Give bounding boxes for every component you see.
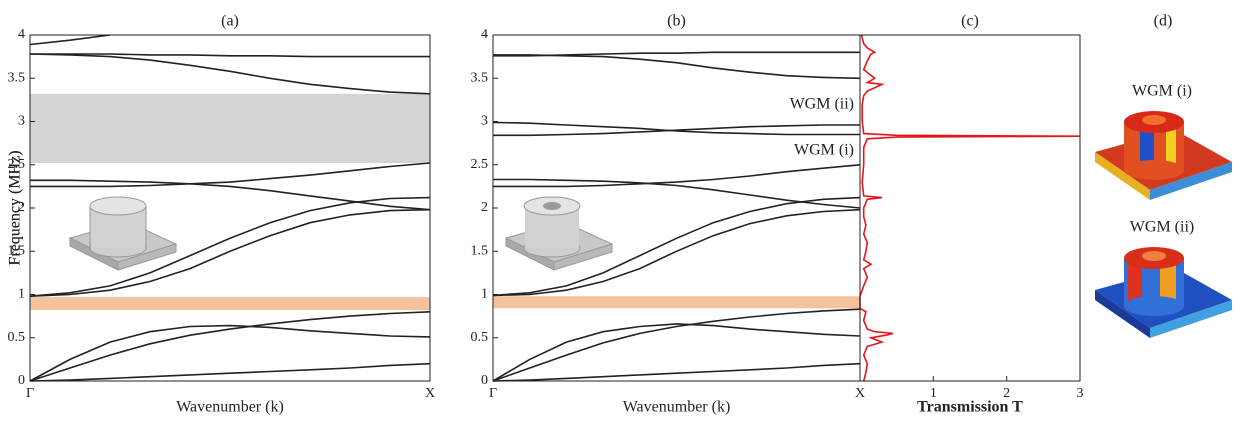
curve [30, 162, 431, 188]
y-axis-label: Frequency (MHz) [7, 150, 24, 265]
x-tick-label: X [425, 386, 435, 401]
annotation: WGM (ii) [790, 96, 854, 113]
curve [492, 323, 861, 382]
mode-shape-ii [1095, 247, 1232, 338]
y-tick-label: 2 [481, 200, 488, 215]
curve [492, 362, 861, 382]
curve [492, 121, 860, 136]
curve [29, 196, 431, 297]
x-tick-label: X [855, 386, 865, 401]
y-tick-label: 1 [18, 287, 25, 302]
curve [29, 362, 431, 382]
curve [493, 164, 861, 188]
y-tick-label: 3 [481, 114, 488, 129]
curve [493, 178, 861, 209]
y-tick-label: 1.5 [471, 243, 489, 258]
annotation: WGM (i) [794, 142, 854, 159]
band-gap [30, 93, 430, 164]
band-gap [30, 297, 430, 311]
y-tick-label: 3.5 [471, 70, 489, 85]
curve [29, 53, 431, 95]
curve [492, 308, 861, 382]
y-tick-label: 4 [481, 27, 488, 42]
mode-label: WGM (ii) [1130, 219, 1194, 236]
y-tick-label: 1 [481, 287, 488, 302]
curve [29, 311, 431, 382]
y-tick-label: 0 [481, 373, 488, 388]
curve [859, 34, 1081, 382]
mode-label: WGM (i) [1132, 83, 1192, 100]
x-tick-label: 1 [930, 386, 937, 401]
y-tick-label: 2.5 [8, 157, 26, 172]
x-axis-label: Wavenumber (k) [176, 399, 284, 416]
curve [493, 54, 861, 80]
y-tick-label: 1.5 [8, 243, 26, 258]
curve [30, 179, 431, 211]
plot-frame [859, 34, 1081, 382]
x-axis-label: Transmission T [917, 399, 1023, 416]
band-gap [493, 296, 860, 309]
x-tick-label: 3 [1077, 386, 1084, 401]
ring-inset [504, 196, 614, 271]
y-tick-label: 3.5 [8, 70, 26, 85]
x-tick-label: 2 [1003, 386, 1010, 401]
x-tick-label: Γ [26, 386, 34, 401]
x-tick-label: Γ [489, 386, 497, 401]
y-tick-label: 2.5 [471, 157, 489, 172]
curve [30, 53, 430, 58]
plots: (a) Wavenumber (k) Frequency (MHz) 0 0.5 1 1.5… [7, 13, 1084, 416]
panel-title: (b) [667, 13, 686, 30]
y-tick-label: 0.5 [8, 330, 26, 345]
panel-title: (c) [961, 13, 979, 30]
curve [492, 208, 861, 297]
mode-shape-i [1095, 111, 1232, 200]
pillar-inset [68, 196, 178, 271]
curve [29, 34, 111, 46]
y-axis-label: Frequency (MHz) [7, 150, 24, 265]
y-tick-label: 0 [18, 373, 25, 388]
y-tick-label: 2 [18, 200, 25, 215]
curve [29, 324, 431, 382]
panel-title: (d) [1154, 13, 1173, 30]
y-tick-label: 0.5 [471, 330, 489, 345]
x-axis-label: Wavenumber (k) [623, 399, 731, 416]
panel-title: (a) [221, 13, 239, 30]
y-tick-label: 4 [18, 27, 25, 42]
y-tick-label: 3 [18, 114, 25, 129]
curve [29, 208, 431, 297]
